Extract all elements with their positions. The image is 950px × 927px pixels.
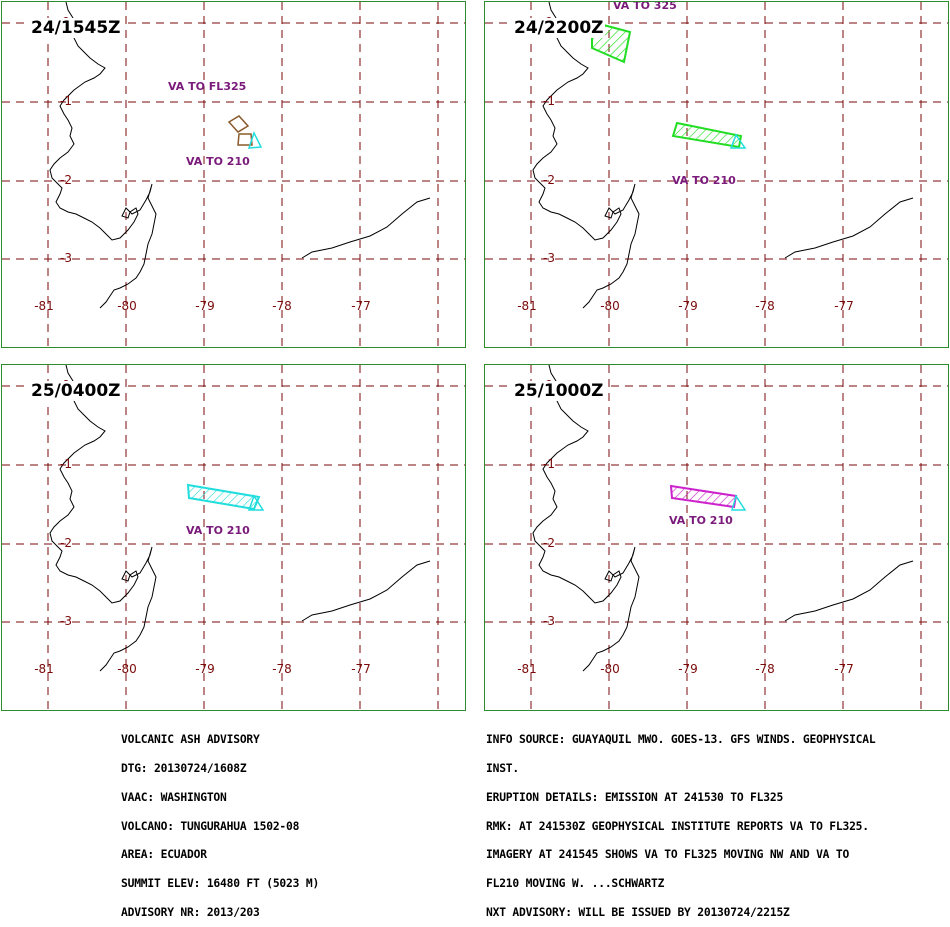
country-border [784, 560, 914, 622]
ash-height-label: VA TO 210 [186, 155, 250, 168]
ash-cloud-polygon [671, 121, 743, 149]
coastline [49, 365, 157, 672]
longitude-tick-label: -81 [517, 662, 537, 676]
map-canvas: -81-80-79-78-770-1-2-3VA TO 210 [2, 365, 465, 710]
advisory-line: INST. [486, 761, 520, 775]
latitude-tick-label: -3 [543, 251, 555, 265]
latitude-tick-label: -2 [543, 536, 555, 550]
latitude-tick-label: -2 [543, 173, 555, 187]
advisory-line: FL210 MOVING W. ...SCHWARTZ [486, 877, 665, 891]
longitude-tick-label: -80 [600, 662, 620, 676]
map-panel-1000z: -81-80-79-78-770-1-2-3VA TO 210 25/1000Z [484, 364, 949, 711]
longitude-tick-label: -81 [517, 299, 537, 313]
advisory-line: RMK: AT 241530Z GEOPHYSICAL INSTITUTE RE… [486, 819, 869, 833]
longitude-tick-label: -80 [117, 299, 137, 313]
panel-time-label: 25/1000Z [513, 381, 605, 401]
country-border [301, 560, 431, 622]
country-border [301, 197, 431, 259]
advisory-line: IMAGERY AT 241545 SHOWS VA TO FL325 MOVI… [486, 848, 850, 862]
ash-height-label: VA TO 325 [613, 2, 677, 12]
longitude-tick-label: -79 [195, 662, 215, 676]
ash-height-label: VA TO 210 [672, 174, 736, 187]
ash-cloud-polygon [731, 494, 747, 511]
map-canvas: -81-80-79-78-770-1-2-3VA TO 210 [485, 365, 948, 710]
panel-time-label: 25/0400Z [30, 381, 122, 401]
ash-height-label: VA TO 210 [669, 514, 733, 527]
longitude-tick-label: -78 [272, 662, 292, 676]
ash-height-label: VA TO FL325 [168, 80, 246, 93]
coastline [49, 2, 157, 309]
advisory-line: ADVISORY NR: 2013/203 [121, 905, 260, 919]
ash-cloud-polygon [247, 494, 265, 511]
advisory-line: VOLCANO: TUNGURAHUA 1502-08 [121, 819, 300, 833]
advisory-line: AREA: ECUADOR [121, 848, 207, 862]
longitude-tick-label: -77 [351, 299, 371, 313]
latitude-tick-label: -3 [543, 614, 555, 628]
longitude-tick-label: -81 [34, 299, 54, 313]
advisory-line: SUMMIT ELEV: 16480 FT (5023 M) [121, 877, 320, 891]
longitude-tick-label: -80 [117, 662, 137, 676]
advisory-line: VAAC: WASHINGTON [121, 790, 227, 804]
latitude-tick-label: -1 [543, 94, 555, 108]
ash-cloud-polygon [186, 483, 261, 511]
latitude-tick-label: -2 [60, 173, 72, 187]
advisory-line: NXT ADVISORY: WILL BE ISSUED BY 20130724… [486, 905, 790, 919]
ash-cloud-polygon [669, 484, 738, 509]
ash-cloud-polygon [247, 131, 263, 149]
longitude-tick-label: -80 [600, 299, 620, 313]
longitude-tick-label: -77 [834, 662, 854, 676]
advisory-line: INFO SOURCE: GUAYAQUIL MWO. GOES-13. GFS… [486, 733, 876, 747]
longitude-tick-label: -78 [755, 299, 775, 313]
latitude-tick-label: -3 [60, 251, 72, 265]
advisory-details-text: INFO SOURCE: GUAYAQUIL MWO. GOES-13. GFS… [486, 716, 876, 927]
longitude-tick-label: -79 [678, 662, 698, 676]
latitude-tick-label: -3 [60, 614, 72, 628]
ash-cloud-polygon [227, 115, 250, 133]
panel-time-label: 24/1545Z [30, 18, 122, 38]
advisory-header-text: VOLCANIC ASH ADVISORY DTG: 20130724/1608… [121, 716, 319, 927]
longitude-tick-label: -79 [195, 299, 215, 313]
latitude-tick-label: -2 [60, 536, 72, 550]
longitude-tick-label: -81 [34, 662, 54, 676]
longitude-tick-label: -79 [678, 299, 698, 313]
ash-height-label: VA TO 210 [186, 524, 250, 537]
ash-cloud-polygon [729, 133, 747, 149]
longitude-tick-label: -78 [755, 662, 775, 676]
latitude-tick-label: -1 [543, 457, 555, 471]
latitude-tick-label: -1 [60, 94, 72, 108]
advisory-line: VOLCANIC ASH ADVISORY [121, 733, 260, 747]
longitude-tick-label: -77 [834, 299, 854, 313]
advisory-line: ERUPTION DETAILS: EMISSION AT 241530 TO … [486, 790, 784, 804]
longitude-tick-label: -77 [351, 662, 371, 676]
country-border [784, 197, 914, 259]
ash-cloud-polygon [237, 133, 253, 146]
advisory-line: DTG: 20130724/1608Z [121, 761, 247, 775]
latitude-tick-label: -1 [60, 457, 72, 471]
longitude-tick-label: -78 [272, 299, 292, 313]
coastline [532, 365, 640, 672]
map-panel-0400z: -81-80-79-78-770-1-2-3VA TO 210 25/0400Z [1, 364, 466, 711]
coastline [532, 2, 640, 309]
panel-time-label: 24/2200Z [513, 18, 605, 38]
